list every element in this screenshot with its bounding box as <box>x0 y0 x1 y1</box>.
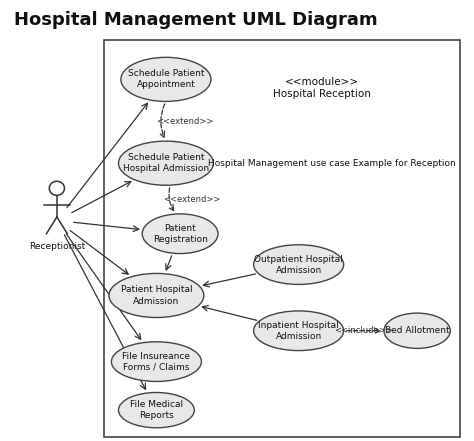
Text: Hospital Management use case Example for Reception: Hospital Management use case Example for… <box>208 159 456 168</box>
Text: File Medical
Reports: File Medical Reports <box>130 400 183 420</box>
Text: Hospital Management UML Diagram: Hospital Management UML Diagram <box>14 11 378 29</box>
Text: <<extend>>: <<extend>> <box>156 117 214 126</box>
Text: Schedule Patient
Hospital Admission: Schedule Patient Hospital Admission <box>123 153 209 173</box>
Text: <<extend>>: <<extend>> <box>164 195 221 204</box>
Ellipse shape <box>109 273 204 318</box>
Text: Schedule Patient
Appointment: Schedule Patient Appointment <box>128 69 204 90</box>
Ellipse shape <box>111 342 201 381</box>
Bar <box>104 40 460 437</box>
Text: <<module>>
Hospital Reception: <<module>> Hospital Reception <box>273 78 371 99</box>
Text: Inpatient Hospital
Admission: Inpatient Hospital Admission <box>258 321 339 341</box>
Ellipse shape <box>118 141 213 185</box>
Text: Patient Hospital
Admission: Patient Hospital Admission <box>120 285 192 306</box>
Text: Patient
Registration: Patient Registration <box>153 224 208 244</box>
Ellipse shape <box>121 57 211 101</box>
Ellipse shape <box>384 313 450 348</box>
Circle shape <box>49 181 64 195</box>
Text: Receptionist: Receptionist <box>29 242 85 250</box>
Text: <<include>>: <<include>> <box>335 326 393 335</box>
Text: Outpatient Hospital
Admission: Outpatient Hospital Admission <box>254 254 343 275</box>
Ellipse shape <box>142 214 218 254</box>
Ellipse shape <box>254 245 344 284</box>
Ellipse shape <box>118 392 194 428</box>
Ellipse shape <box>254 311 344 351</box>
Text: Bed Allotment: Bed Allotment <box>385 326 449 335</box>
Text: File Insureance
Forms / Claims: File Insureance Forms / Claims <box>122 351 191 372</box>
